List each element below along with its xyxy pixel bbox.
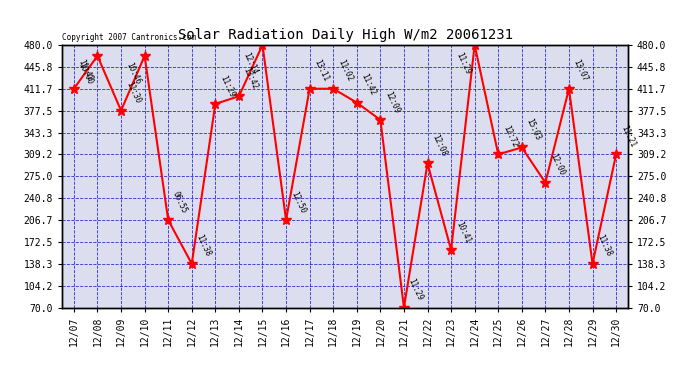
Text: 06:55: 06:55 bbox=[171, 190, 189, 214]
Text: 10:41: 10:41 bbox=[454, 219, 472, 245]
Text: 11:38: 11:38 bbox=[195, 234, 213, 258]
Text: 12:09: 12:09 bbox=[383, 90, 401, 114]
Text: 11:29: 11:29 bbox=[454, 51, 472, 75]
Text: 13:07: 13:07 bbox=[572, 58, 590, 83]
Text: 10:00: 10:00 bbox=[77, 62, 95, 86]
Text: 11:42: 11:42 bbox=[359, 72, 377, 97]
Text: 12:72: 12:72 bbox=[501, 124, 519, 149]
Text: Copyright 2007 Cantronics.com: Copyright 2007 Cantronics.com bbox=[62, 33, 196, 42]
Text: 11:02: 11:02 bbox=[336, 58, 354, 83]
Title: Solar Radiation Daily High W/m2 20061231: Solar Radiation Daily High W/m2 20061231 bbox=[177, 28, 513, 42]
Text: 12:08: 12:08 bbox=[431, 133, 448, 158]
Text: 10:46: 10:46 bbox=[124, 62, 142, 86]
Text: 13:11: 13:11 bbox=[313, 58, 331, 83]
Text: 11:29: 11:29 bbox=[406, 277, 424, 302]
Text: 13:42: 13:42 bbox=[241, 66, 259, 91]
Text: 11:29: 11:29 bbox=[218, 74, 236, 98]
Text: 12:50: 12:50 bbox=[289, 190, 307, 214]
Text: 11:42: 11:42 bbox=[77, 58, 95, 83]
Text: 15:03: 15:03 bbox=[524, 117, 542, 142]
Text: 11:38: 11:38 bbox=[595, 234, 613, 258]
Text: 11:21: 11:21 bbox=[619, 124, 637, 149]
Text: 11:30: 11:30 bbox=[124, 80, 141, 105]
Text: 12:00: 12:00 bbox=[548, 152, 566, 177]
Text: 12:14: 12:14 bbox=[241, 51, 259, 75]
